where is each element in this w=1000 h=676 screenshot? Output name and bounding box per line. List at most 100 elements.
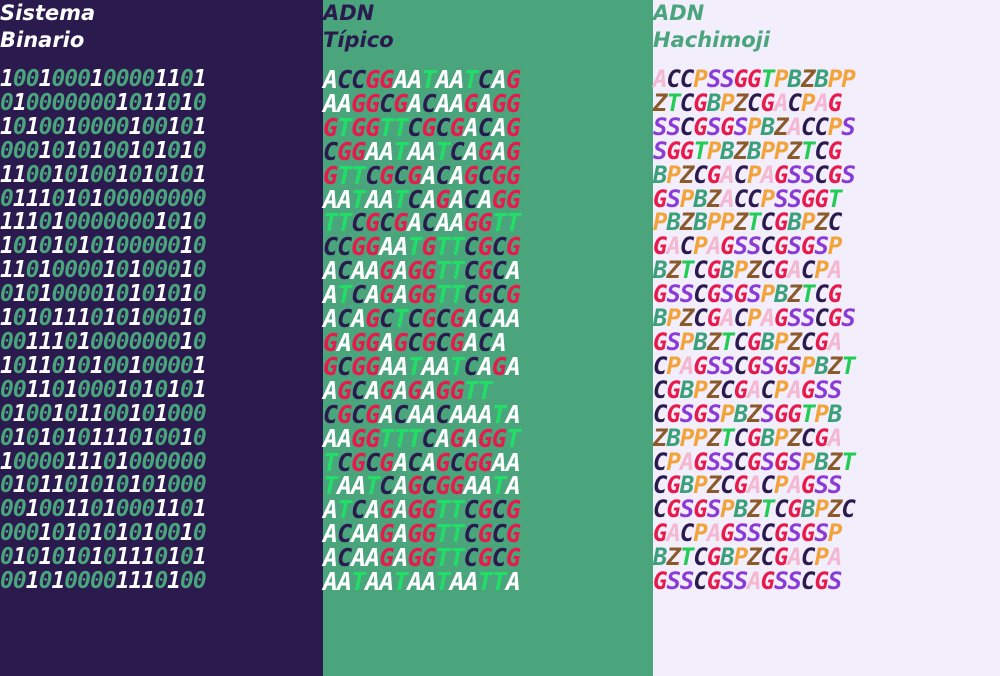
symbol: Z [706,184,721,213]
symbol: A [365,256,380,286]
symbol: G [774,304,788,333]
symbol: T [421,65,436,94]
symbol: B [814,447,828,476]
symbol: 1 [25,496,40,523]
sequence-line: CGSGSPBZSGGTPB [653,399,1000,428]
symbol: B [666,423,680,452]
symbol: 0 [12,305,27,332]
symbol: 0 [77,281,91,308]
symbol: A [351,471,366,501]
symbol: 1 [180,233,194,260]
symbol: C [693,543,707,572]
symbol: C [379,471,394,501]
symbol: A [463,471,479,501]
symbol: A [505,447,521,477]
symbol: 0 [141,281,155,308]
symbol: 0 [12,328,27,355]
sequence-line: CGBPZCGACPAGSS [653,471,1000,500]
symbol: S [787,184,802,213]
symbol: G [365,65,380,94]
sequence-line: 0101000010101010 [0,281,323,308]
symbol: S [666,567,680,596]
sequence-line: 0101010101110101 [0,544,323,571]
symbol: G [720,112,734,141]
symbol: 0 [128,520,143,547]
symbol: G [774,399,788,428]
symbol: 0 [154,544,168,571]
symbol: C [351,208,366,238]
symbol: 0 [154,328,168,355]
symbol: G [706,256,721,285]
sequence-line: CCGGAATGTTCGCG [323,232,653,262]
symbol: G [814,567,828,596]
symbol: G [477,208,493,238]
symbol: 0 [141,113,155,140]
symbol: A [720,184,734,213]
symbol: T [435,280,451,310]
symbol: 1 [0,161,14,188]
symbol: C [679,65,694,93]
symbol: 0 [64,233,78,260]
symbol: 0 [141,305,155,332]
symbol: 1 [0,209,14,236]
symbol: B [666,208,680,237]
symbol: 1 [25,185,40,212]
symbol: T [463,375,479,405]
symbol: A [435,423,451,453]
symbol: A [449,567,465,597]
symbol: T [841,447,855,476]
symbol: 1 [115,424,130,451]
symbol: T [393,112,408,142]
symbol: 1 [12,209,27,236]
symbol: A [421,136,436,166]
symbol: T [491,471,507,501]
symbol: C [337,65,352,94]
symbol: A [393,375,408,405]
symbol: C [337,519,352,549]
symbol: G [421,327,436,357]
symbol: G [477,232,493,262]
symbol: A [477,184,493,214]
symbol: T [449,519,465,549]
symbol: 1 [180,89,194,116]
symbol: G [827,88,842,117]
symbol: C [653,495,667,524]
symbol: 0 [25,137,40,164]
symbol: 1 [12,400,27,427]
symbol: 1 [128,305,143,332]
symbol: 0 [12,448,27,475]
symbol: S [706,399,721,428]
symbol: C [733,447,748,476]
symbol: A [720,160,734,189]
symbol: A [787,471,802,500]
symbol: 0 [167,281,181,308]
sequence-line: BZTCGBPZCGACPA [653,543,1000,572]
symbol: A [393,519,408,549]
sequence-line: GAGGAGCGCGACA [323,327,653,357]
symbol: A [491,304,507,334]
symbol: 0 [90,305,104,332]
symbol: 0 [141,448,155,475]
symbol: G [477,543,493,573]
symbol: A [505,471,521,501]
symbol: G [449,304,465,334]
symbol: 1 [90,66,104,92]
symbol: S [747,232,761,261]
symbol: 1 [141,520,155,547]
symbol: C [463,543,479,573]
symbol: 0 [64,161,78,188]
symbol: C [435,327,451,357]
symbol: 0 [141,496,155,523]
symbol: G [693,351,707,380]
sequence-line: GACPAGSSCGSGSP [653,521,1000,546]
symbol: B [679,375,694,404]
symbol: A [477,351,493,381]
symbol: 1 [102,257,117,284]
symbol: G [477,280,493,310]
symbol: C [814,112,828,141]
sequence-line: ATCAGAGGTTCGCG [323,280,653,310]
symbol: A [449,184,465,214]
symbol: 1 [154,89,168,116]
symbol: T [379,112,394,142]
symbol: A [463,112,479,142]
